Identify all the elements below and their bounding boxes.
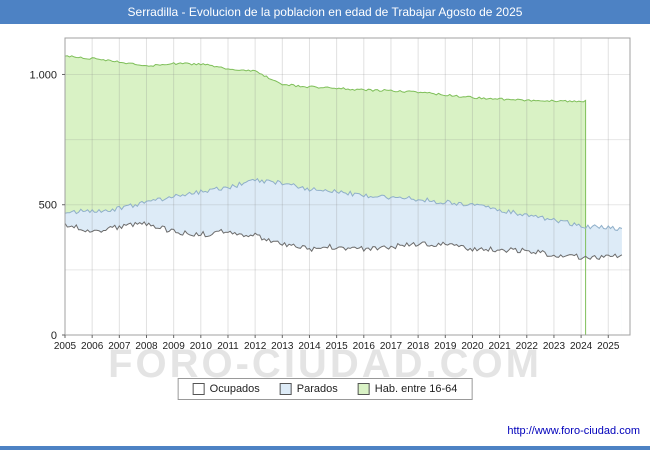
svg-text:2022: 2022: [516, 341, 539, 352]
svg-text:2021: 2021: [488, 341, 511, 352]
svg-text:2016: 2016: [353, 341, 376, 352]
svg-text:1.000: 1.000: [29, 69, 57, 81]
svg-text:2013: 2013: [271, 341, 294, 352]
legend-label-parados: Parados: [296, 383, 338, 395]
svg-text:2019: 2019: [434, 341, 457, 352]
chart-title: Serradilla - Evolucion de la poblacion e…: [127, 5, 523, 19]
legend-item-hab-16-64: Hab. entre 16-64: [357, 383, 458, 395]
svg-text:2005: 2005: [54, 341, 77, 352]
svg-text:0: 0: [51, 330, 57, 342]
svg-text:2009: 2009: [163, 341, 186, 352]
population-area-chart: 2005 2006 2007 2008 2009 2010 2011 2012 2013 2014…: [29, 37, 631, 352]
chart-title-bar: Serradilla - Evolucion de la poblacion e…: [0, 0, 650, 24]
legend-label-hab-16-64: Hab. entre 16-64: [374, 383, 458, 395]
parados-swatch-icon: [279, 383, 292, 395]
svg-text:2011: 2011: [217, 341, 239, 352]
svg-text:2025: 2025: [597, 341, 620, 352]
svg-text:2007: 2007: [108, 341, 131, 352]
chart-area: 2005 2006 2007 2008 2009 2010 2011 2012 2013 2014…: [0, 24, 650, 426]
chart-legend: Ocupados Parados Hab. entre 16-64: [177, 378, 473, 400]
svg-text:2017: 2017: [380, 341, 403, 352]
svg-text:2015: 2015: [326, 341, 349, 352]
svg-text:500: 500: [39, 200, 57, 212]
legend-item-ocupados: Ocupados: [192, 383, 260, 395]
svg-text:2012: 2012: [244, 341, 267, 352]
svg-text:2010: 2010: [190, 341, 213, 352]
legend-item-parados: Parados: [279, 383, 338, 395]
svg-text:2018: 2018: [407, 341, 430, 352]
foro-ciudad-link[interactable]: http://www.foro-ciudad.com: [507, 425, 640, 437]
svg-text:2006: 2006: [81, 341, 104, 352]
svg-text:2024: 2024: [570, 341, 593, 352]
svg-text:2008: 2008: [135, 341, 158, 352]
hab-16-64-swatch-icon: [357, 383, 370, 395]
svg-text:2020: 2020: [461, 341, 484, 352]
legend-label-ocupados: Ocupados: [209, 383, 260, 395]
bottom-border-bar: [0, 446, 650, 450]
svg-text:2014: 2014: [298, 341, 321, 352]
svg-text:2023: 2023: [543, 341, 566, 352]
ocupados-swatch-icon: [192, 383, 205, 395]
